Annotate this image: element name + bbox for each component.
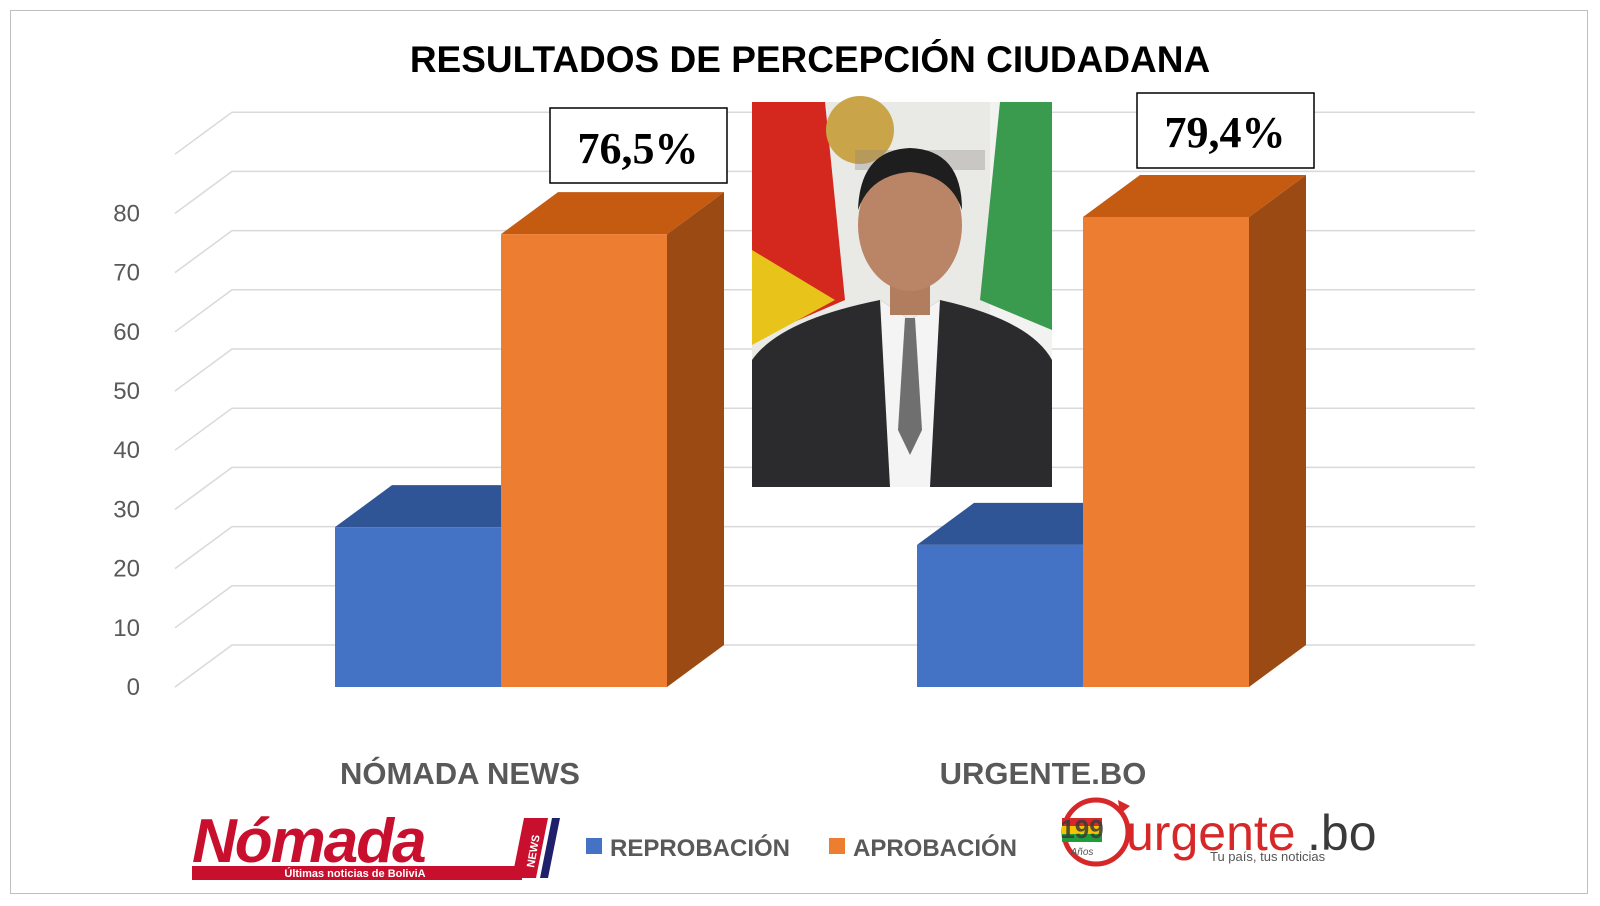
y-tick-label-80: 80 [113, 200, 140, 227]
bars-layer [335, 174, 1306, 687]
legend-swatch-reprobacion [586, 838, 602, 854]
callout-value-nomada: 76,5% [578, 124, 699, 173]
y-tick-label-30: 30 [113, 496, 140, 523]
bar-aprobacion-urgente [1083, 174, 1306, 687]
nomada-news-logo: Nómada Últimas noticias de BoliviA NEWS [190, 800, 560, 880]
bar-aprobacion-nomada [501, 192, 724, 687]
gridline-50 [174, 348, 1475, 392]
category-label-urgente: URGENTE.BO [940, 756, 1147, 791]
nomada-logo-name: Nómada [192, 807, 425, 876]
urgente-logo-badge-sub: Años [1070, 847, 1094, 858]
y-tick-label-60: 60 [113, 319, 140, 346]
y-tick-label-50: 50 [113, 378, 140, 405]
legend-label-aprobacion: APROBACIÓN [853, 834, 1017, 862]
bar-reprobacion-urgente-front [917, 544, 1083, 687]
urgente-logo-name: urgente [1126, 805, 1296, 861]
callout-box-urgente [1136, 92, 1315, 169]
y-tick-label-20: 20 [113, 556, 140, 583]
legend-swatch-aprobacion [829, 838, 845, 854]
y-tick-label-70: 70 [113, 260, 140, 287]
nomada-logo-badge: NEWS [525, 834, 543, 869]
bar-aprobacion-urgente-front [1083, 216, 1249, 687]
callout-box-nomada [549, 107, 728, 184]
nomada-logo-tagline: Últimas noticias de BoliviA [284, 867, 425, 880]
legend-label-reprobacion: REPROBACIÓN [610, 834, 790, 862]
gridline-60 [174, 289, 1475, 333]
urgente-bo-logo: 199 Años urgente .bo Tu país, tus notici… [1060, 797, 1377, 867]
gridline-40 [174, 407, 1475, 451]
gridline-70 [174, 229, 1475, 274]
y-tick-label-40: 40 [113, 437, 140, 464]
bar-aprobacion-urgente-top [1083, 174, 1306, 217]
urgente-logo-suffix: .bo [1307, 805, 1377, 861]
urgente-logo-badge: 199 [1060, 814, 1103, 844]
y-tick-label-10: 10 [113, 615, 140, 642]
legend: REPROBACIÓN APROBACIÓN [586, 834, 1017, 862]
callout-value-urgente: 79,4% [1165, 108, 1286, 157]
y-tick-label-0: 0 [127, 674, 140, 701]
category-label-nomada: NÓMADA NEWS [340, 755, 580, 791]
chart-title: RESULTADOS DE PERCEPCIÓN CIUDADANA [410, 38, 1210, 80]
bar-reprobacion-nomada-front [335, 527, 501, 687]
portrait-photo-icon [752, 96, 1052, 487]
bar-aprobacion-urgente-side [1249, 174, 1306, 687]
y-axis-ticks: 0 10 20 30 40 50 60 70 80 [113, 200, 140, 701]
bar-aprobacion-nomada-side [667, 192, 724, 687]
gridline-30 [174, 466, 1475, 511]
gridline-top [174, 111, 1475, 155]
bar-aprobacion-nomada-top [501, 192, 724, 235]
chart-frame [10, 10, 1588, 894]
gridline-80 [174, 170, 1475, 215]
urgente-logo-tagline: Tu país, tus noticias [1210, 849, 1326, 864]
bar-aprobacion-nomada-front [501, 234, 667, 687]
